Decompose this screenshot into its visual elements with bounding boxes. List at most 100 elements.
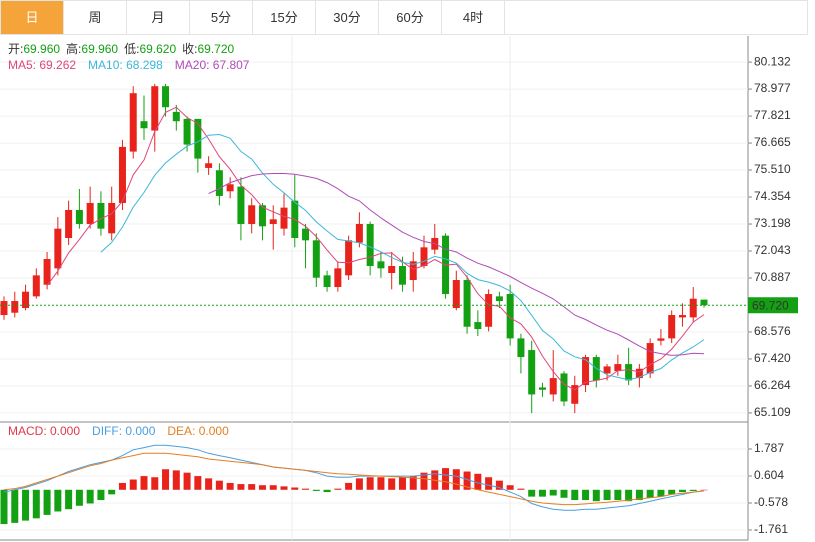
macd-bar [194,476,202,490]
macd-bar [345,482,353,490]
macd-bar [237,484,245,490]
y-tick-label: 65.109 [754,405,791,419]
macd-bar [571,489,579,501]
candle-body [398,266,406,285]
candle-body [571,385,579,404]
ma-line [46,106,705,391]
ma-line [100,133,705,381]
candle-body [538,387,546,390]
y-tick-label: 0.604 [754,468,784,482]
candle-body [237,186,245,224]
macd-bar [118,482,126,490]
y-tick-label: 67.420 [754,351,791,365]
candle-body [635,368,643,379]
macd-bar [205,478,213,490]
macd-bar [269,485,277,490]
period-tab[interactable]: 60分 [379,1,442,34]
macd-bar [97,489,105,501]
period-tab[interactable]: 日 [1,1,64,34]
candle-body [269,219,277,224]
candle-body [549,378,557,395]
candle-body [528,350,536,395]
macd-bar [43,489,51,515]
candle-body [560,373,568,402]
info-label: 高: [66,41,81,56]
macd-bar [592,489,600,502]
macd-bar [517,488,525,490]
candle-body [409,261,417,281]
legend-entry: DIFF: 0.000 [92,424,156,438]
legend-entry: DEA: 0.000 [167,424,229,438]
candle-body [0,301,8,316]
candle-body [86,202,94,224]
macd-bar [151,477,159,490]
macd-bar [689,489,697,491]
macd-bar [549,489,557,496]
macd-bar [323,489,331,493]
candle-body [582,357,590,386]
info-label: 低: [124,42,139,56]
candle-body [75,209,83,224]
macd-bar [442,468,450,490]
period-tab[interactable]: 15分 [253,1,316,34]
macd-bar [635,489,643,501]
macd-bar [614,489,622,501]
macd-bar [226,482,234,490]
legend-entry: MACD: 0.000 [8,424,80,438]
candle-body [646,343,654,374]
candle-body [452,280,460,309]
candle-body [678,315,686,318]
candle-body [700,299,708,306]
legend-entry: MA5: 69.262 [8,58,76,72]
candle-body [118,146,126,203]
macd-bar [377,477,385,490]
candle-body [129,93,137,152]
macd-bar [302,488,310,490]
candle-body [657,338,665,341]
candle-body [32,275,40,297]
period-tab[interactable]: 周 [64,1,127,34]
legend-entry: MA10: 68.298 [88,58,163,72]
candle-body [183,118,191,145]
candle-body [11,301,19,313]
candle-body [420,247,428,267]
macd-bar [560,489,568,498]
macd-bar [603,489,611,501]
candle-body [65,209,73,238]
macd-line [3,444,705,511]
period-tabs: 日周月 5分 15分 30分 60分 4时 [0,0,808,35]
candle-body [215,170,223,196]
candle-body [355,223,363,243]
period-tab[interactable]: 30分 [316,1,379,34]
period-tab[interactable]: 4时 [442,1,505,34]
candle-body [151,86,159,131]
candle-body [194,118,202,159]
info-value: 69.720 [197,42,234,56]
candle-body [625,364,633,381]
info-value: 69.960 [81,42,118,56]
candle-body [162,86,170,108]
info-value: 69.960 [23,42,60,56]
period-tab[interactable]: 月 [127,1,190,34]
y-tick-label: 74.354 [754,189,791,203]
macd-bar [452,469,460,490]
macd-bar [409,476,417,490]
y-tick-label: 80.132 [754,54,791,68]
candle-body [54,228,62,269]
last-price-box [748,297,798,314]
macd-bar [678,489,686,493]
macd-bar [528,489,536,497]
y-tick-label: 76.665 [754,135,791,149]
candle-body [172,111,180,122]
candle-body [603,366,611,374]
y-tick-label: 66.264 [754,378,791,392]
macd-bar [668,489,676,495]
candle-body [108,202,116,234]
macd-bar [248,484,256,490]
period-tab[interactable]: 5分 [190,1,253,34]
macd-bar [506,485,514,490]
y-tick-label: 68.576 [754,324,791,338]
last-price-label: 69.720 [752,298,789,312]
